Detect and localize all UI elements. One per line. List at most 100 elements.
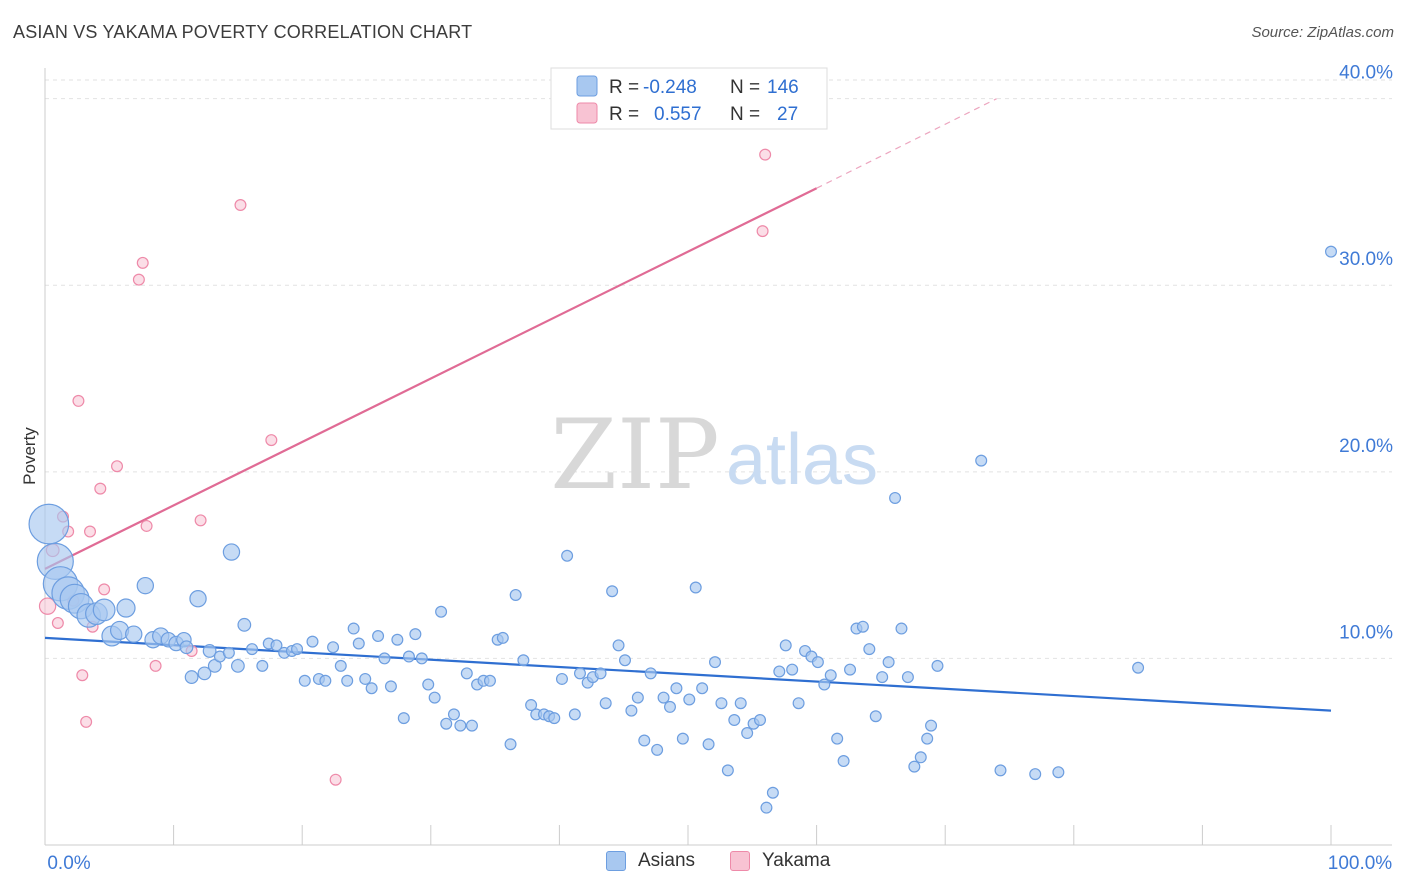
asian-point	[612, 639, 625, 652]
asian-point	[136, 576, 155, 595]
asian-point	[901, 671, 914, 684]
asian-point	[657, 691, 670, 704]
legend-r-label: R =	[609, 77, 639, 98]
asian-point	[818, 678, 831, 691]
asian-point	[256, 659, 269, 672]
chart-title: ASIAN VS YAKAMA POVERTY CORRELATION CHAR…	[13, 22, 473, 42]
x-tick-label: 0.0%	[47, 853, 90, 874]
yakama-point	[72, 394, 85, 407]
asian-point	[741, 727, 754, 740]
asian-point	[202, 644, 217, 658]
asian-point	[908, 760, 921, 773]
asian-point	[663, 700, 676, 713]
legend-swatch-asians	[606, 851, 626, 871]
asian-point	[594, 667, 607, 680]
asian-point	[125, 625, 143, 643]
asian-point	[230, 658, 245, 673]
yakama-point	[265, 434, 278, 447]
asian-point	[792, 697, 805, 710]
legend-r-value: 0.557	[654, 104, 702, 125]
axes	[44, 68, 1392, 846]
asian-point	[525, 699, 538, 712]
legend-item-yakama: Yakama	[730, 850, 830, 872]
asian-point	[734, 697, 747, 710]
asian-point	[863, 643, 876, 656]
source-label: Source: ZipAtlas.com	[1251, 24, 1394, 41]
asian-point	[837, 755, 850, 768]
asian-point	[298, 674, 311, 687]
asian-point	[754, 713, 767, 726]
asian-point	[856, 620, 869, 633]
asian-point	[189, 590, 207, 608]
y-tick-label: 30.0%	[1339, 249, 1393, 270]
legend-bottom: Asians Yakama	[0, 850, 1406, 880]
asian-point	[683, 693, 696, 706]
asian-point	[402, 650, 415, 663]
legend-label-yakama: Yakama	[762, 850, 831, 871]
asian-point	[599, 697, 612, 710]
asian-point	[237, 617, 252, 632]
asian-point	[327, 641, 340, 654]
asian-point	[465, 719, 478, 732]
asian-point	[428, 691, 441, 704]
yakama-point	[132, 273, 145, 286]
asian-point	[618, 654, 631, 667]
yakama-point	[111, 460, 124, 473]
asian-point	[517, 654, 530, 667]
legend-swatch-yakama	[576, 102, 598, 124]
asian-point	[397, 712, 410, 725]
legend-item-asians: Asians	[606, 850, 695, 872]
asian-point	[460, 667, 473, 680]
legend-n-value: 146	[767, 77, 799, 98]
yakama-point	[329, 773, 342, 786]
tick-labels: 10.0% 20.0% 30.0% 40.0% 0.0% 100.0%	[47, 63, 1393, 874]
asian-point	[179, 640, 194, 655]
asian-point	[931, 659, 944, 672]
asian-point	[1324, 245, 1337, 258]
yakama-point	[80, 715, 93, 728]
yakama-point	[234, 199, 247, 212]
asian-point	[882, 656, 895, 669]
asian-point	[454, 719, 467, 732]
asian-point	[811, 656, 824, 669]
asian-point	[384, 680, 397, 693]
asian-point	[889, 491, 902, 504]
watermark-atlas: atlas	[726, 420, 878, 500]
asian-point	[573, 667, 586, 680]
asian-point	[378, 652, 391, 665]
legend-n-label: N =	[730, 77, 760, 98]
asian-point	[779, 639, 792, 652]
asian-point	[895, 622, 908, 635]
asian-point	[1052, 766, 1065, 779]
asian-point	[372, 630, 385, 643]
watermark: ZIP atlas	[550, 399, 878, 511]
asian-point	[670, 682, 683, 695]
asian-point	[197, 666, 212, 681]
asian-point	[715, 697, 728, 710]
asian-point	[568, 708, 581, 721]
legend-r-label: R =	[609, 104, 639, 125]
yakama-point	[149, 659, 162, 672]
asian-point	[824, 669, 837, 682]
asian-point	[440, 717, 453, 730]
asian-point	[975, 454, 988, 467]
asian-point	[631, 691, 644, 704]
asian-point	[409, 628, 422, 641]
yakama-point	[136, 256, 149, 269]
asian-point	[561, 549, 574, 562]
asian-point	[422, 678, 435, 691]
asian-point	[702, 738, 715, 751]
asian-point	[306, 635, 319, 648]
x-tick-label: 100.0%	[1328, 853, 1393, 874]
legend-swatch-yakama	[730, 851, 750, 871]
asian-point	[341, 674, 354, 687]
yakama-point	[84, 525, 97, 538]
yakama-point	[38, 597, 57, 615]
legend-r-value: -0.248	[643, 77, 697, 98]
asian-point	[352, 637, 365, 650]
asian-point	[689, 581, 702, 594]
grid-lines	[45, 79, 1392, 659]
y-tick-label: 20.0%	[1339, 436, 1393, 457]
asian-point	[496, 631, 509, 644]
legend-n-label: N =	[730, 104, 760, 125]
